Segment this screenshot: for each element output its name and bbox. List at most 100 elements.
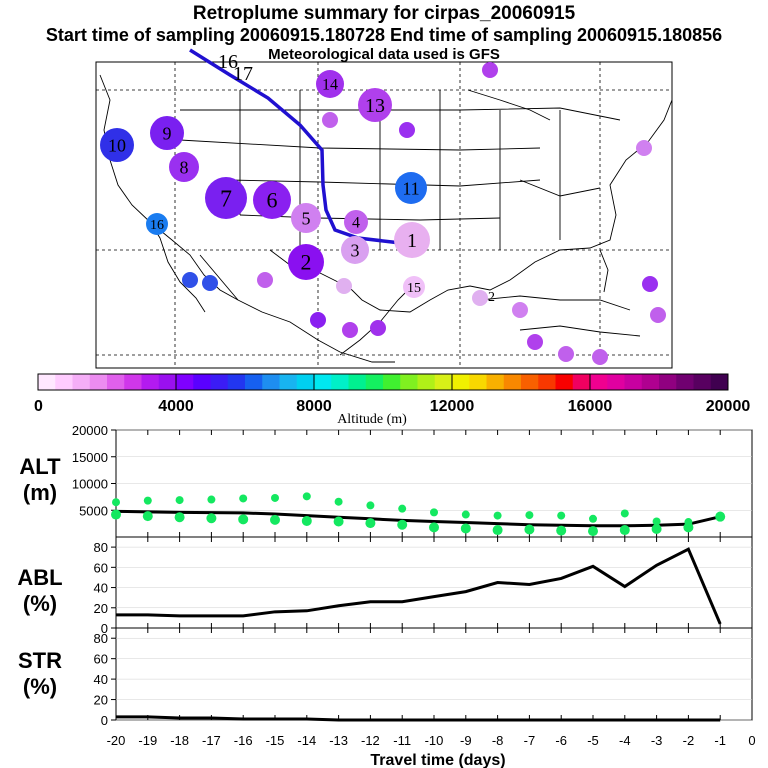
cluster-circle xyxy=(358,88,392,122)
x-tick-label: -14 xyxy=(297,733,316,748)
alt-cluster-point xyxy=(238,514,249,525)
cluster-circle xyxy=(253,181,291,219)
alt-cluster-point xyxy=(715,511,726,522)
cluster-dot xyxy=(257,272,273,288)
colorbar-swatch xyxy=(641,374,660,390)
colorbar-swatch xyxy=(227,374,246,390)
trajectory-day-label: 17 xyxy=(233,63,253,85)
cluster-marker: 10 xyxy=(100,128,134,162)
alt-cluster-point xyxy=(460,523,471,534)
colorbar-swatch xyxy=(607,374,625,390)
colorbar-swatch xyxy=(210,374,229,390)
y-tick-label: 20 xyxy=(94,601,108,616)
alt-cluster-point xyxy=(492,525,503,536)
cluster-circle xyxy=(150,116,184,150)
x-tick-label: -18 xyxy=(170,733,189,748)
cluster-marker: 3 xyxy=(341,236,369,264)
x-tick-label: -13 xyxy=(329,733,348,748)
y-tick-label: 15000 xyxy=(72,450,108,465)
x-tick-label: -16 xyxy=(234,733,253,748)
x-tick-label: -5 xyxy=(587,733,599,748)
abl-line xyxy=(116,547,722,625)
x-tick-label: -7 xyxy=(524,733,536,748)
alt-cluster-point xyxy=(206,513,217,524)
cluster-dot xyxy=(592,349,608,365)
colorbar-swatch xyxy=(486,374,505,390)
cluster-label: 11 xyxy=(402,178,419,198)
colorbar-tick-label: 12000 xyxy=(430,398,475,415)
cluster-marker: 8 xyxy=(169,152,199,182)
cluster-circle xyxy=(344,210,368,234)
y-tick-label: 10000 xyxy=(72,477,108,492)
cluster-marker: 7 xyxy=(205,177,247,219)
trajectory-line xyxy=(189,48,416,247)
colorbar-swatch xyxy=(158,374,177,390)
colorbar-swatch xyxy=(383,374,401,390)
cluster-dot xyxy=(650,307,666,323)
cluster-label: 8 xyxy=(180,157,189,177)
alt-cluster-point xyxy=(429,522,439,533)
alt-cluster-point xyxy=(271,493,279,502)
altitude-colorbar: 0 4000 8000 12000 16000 20000 xyxy=(34,373,751,415)
alt-cluster-point xyxy=(651,523,662,534)
colorbar-swatch xyxy=(89,374,108,390)
alt-cluster-point xyxy=(111,509,121,520)
alt-cluster-point xyxy=(588,526,598,537)
x-tick-label: -19 xyxy=(138,733,157,748)
cluster-dot xyxy=(370,320,386,336)
colorbar-tick-label: 8000 xyxy=(296,398,332,415)
chart-title: Retroplume summary for cirpas_20060915 xyxy=(192,3,576,24)
time-series-panels: 5000100001500020000ALT(m)020406080ABL(%)… xyxy=(17,423,755,768)
cluster-label: 10 xyxy=(108,135,126,155)
colorbar-swatch xyxy=(400,374,418,390)
colorbar-swatch xyxy=(141,374,160,390)
y-tick-label: 60 xyxy=(94,652,108,667)
alt-cluster-point xyxy=(143,496,152,505)
x-tick-label: -4 xyxy=(619,733,631,748)
cluster-dot xyxy=(482,62,498,78)
colorbar-swatch xyxy=(676,374,694,390)
cluster-marker: 2 xyxy=(288,244,324,280)
colorbar-swatch xyxy=(193,374,211,390)
colorbar-swatch xyxy=(572,374,591,390)
y-tick-label: 0 xyxy=(101,621,108,636)
cluster-circle xyxy=(288,244,324,280)
cluster-label: 13 xyxy=(365,95,385,117)
cluster-circle xyxy=(205,177,247,219)
panel-label: ABL xyxy=(17,565,62,590)
panel-frame xyxy=(115,536,753,629)
colorbar-swatch xyxy=(538,374,556,390)
cluster-circle xyxy=(146,213,168,235)
colorbar-swatch xyxy=(555,374,574,390)
colorbar-frame xyxy=(37,373,729,391)
alt-cluster-point xyxy=(270,514,280,525)
alt-cluster-point xyxy=(239,494,248,503)
x-tick-label: -2 xyxy=(683,733,695,748)
cluster-marker: 16 xyxy=(146,213,168,235)
alt-cluster-point xyxy=(174,512,185,523)
cluster-dot xyxy=(642,276,658,292)
cluster-label: 5 xyxy=(302,208,311,228)
cluster-label: 7 xyxy=(220,186,232,212)
alt-cluster-point xyxy=(398,504,407,513)
colorbar-swatch xyxy=(710,374,729,390)
colorbar-swatch xyxy=(245,374,263,390)
cluster-dot xyxy=(527,334,543,350)
cluster-dot xyxy=(336,278,352,294)
cluster-dot xyxy=(472,290,488,306)
y-tick-label: 5000 xyxy=(79,503,108,518)
x-tick-label: -11 xyxy=(393,733,411,748)
alt-cluster-point xyxy=(397,519,408,530)
str-line xyxy=(116,715,721,722)
colorbar-tick-label: 20000 xyxy=(706,398,751,415)
cluster-label: 1 xyxy=(407,230,417,252)
cluster-marker: 5 xyxy=(291,203,321,233)
cluster-label: 16 xyxy=(150,218,164,233)
colorbar-swatch xyxy=(469,374,487,390)
cluster-circle xyxy=(394,222,430,258)
cluster-marker: 13 xyxy=(358,88,392,122)
cluster-dot xyxy=(399,122,415,138)
colorbar-swatch xyxy=(107,374,125,390)
x-tick-label: -8 xyxy=(492,733,504,748)
colorbar-swatch xyxy=(348,374,367,390)
